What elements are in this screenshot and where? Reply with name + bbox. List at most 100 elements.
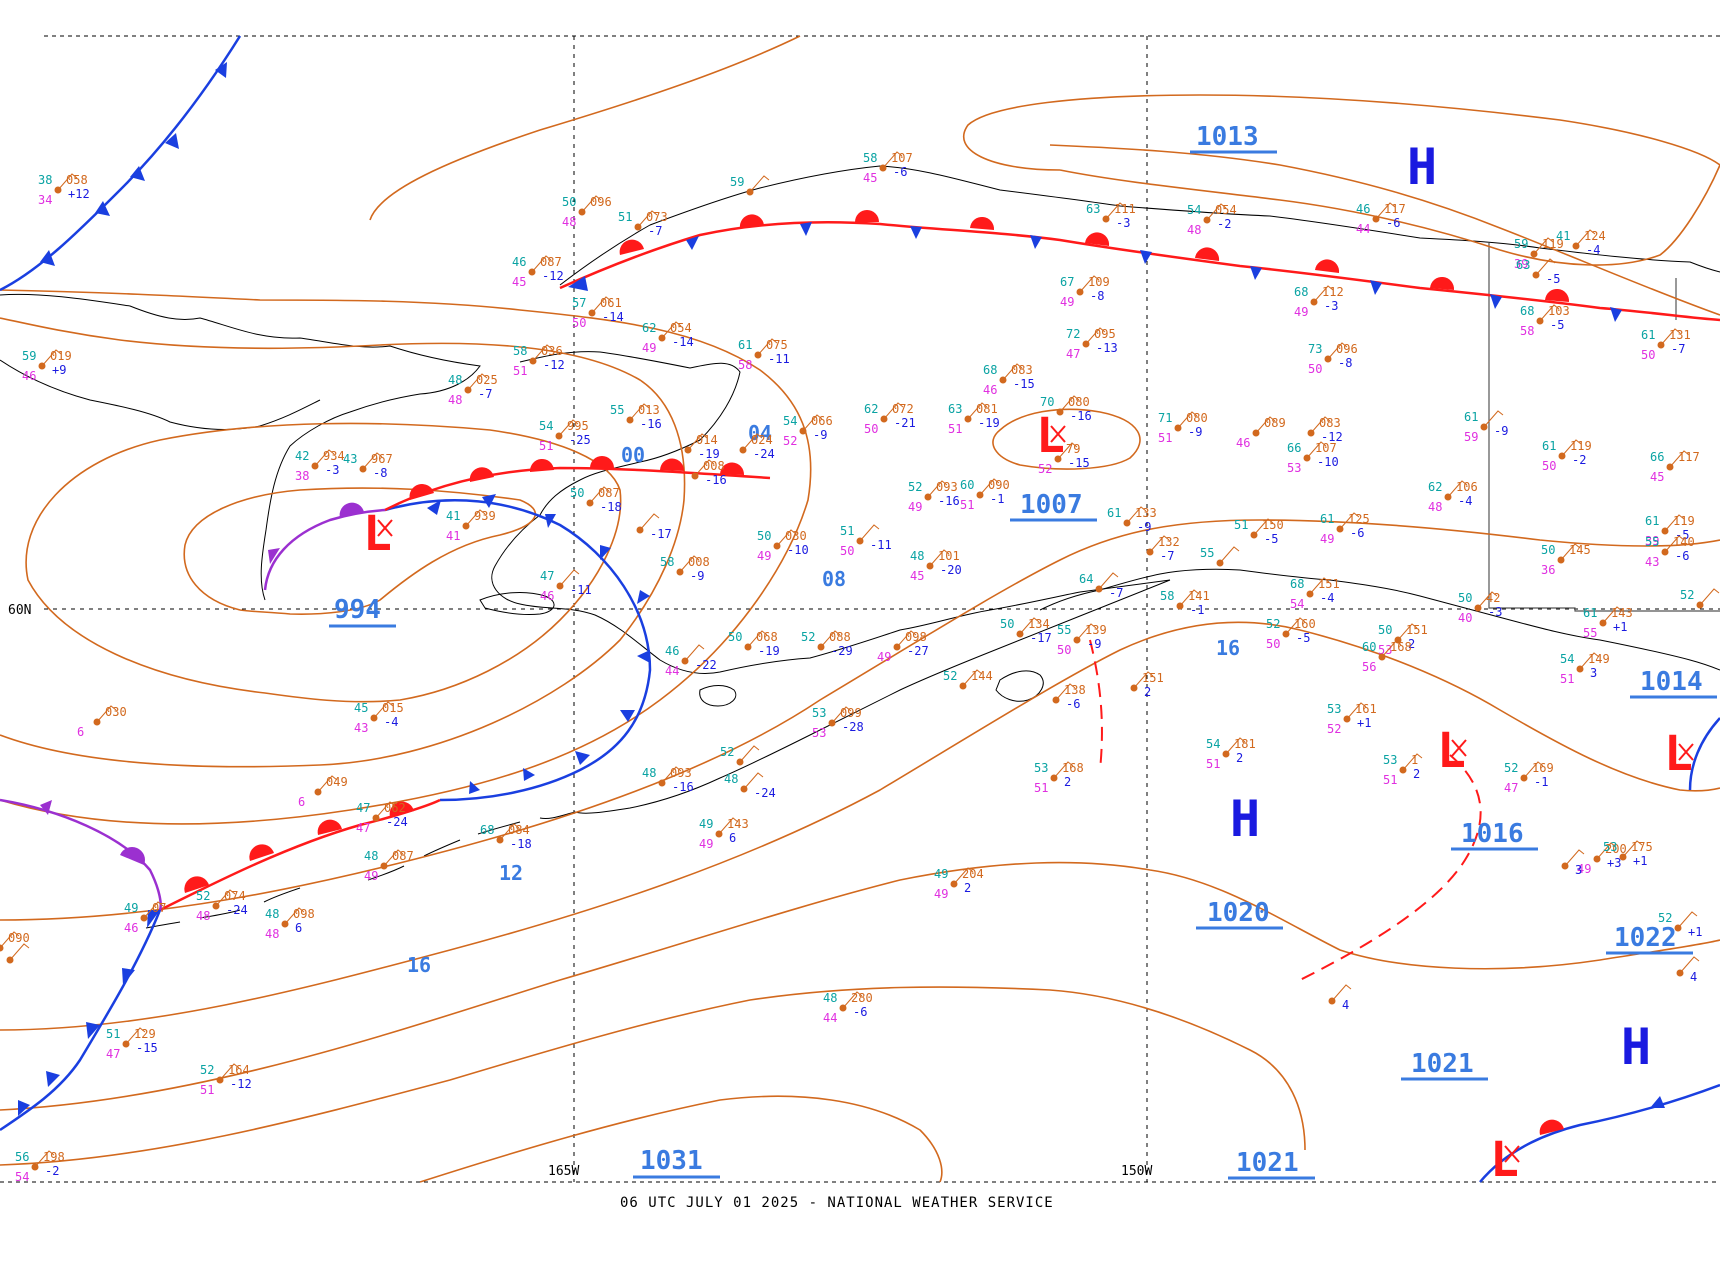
station-tendency: -13 bbox=[1096, 341, 1118, 355]
station-temperature: 55 bbox=[1200, 546, 1214, 560]
station-pressure: 131 bbox=[1669, 328, 1691, 342]
station-pressure: 096 bbox=[1336, 342, 1358, 356]
isobar-label-1013: 1013 bbox=[1196, 122, 1259, 152]
station-temperature: 51 bbox=[618, 210, 632, 224]
station-pressure: 054 bbox=[670, 321, 692, 335]
station-plot: 54 181 51 2 bbox=[1206, 737, 1256, 771]
warm-front-south bbox=[159, 798, 441, 912]
station-tendency: -9 bbox=[813, 428, 827, 442]
station-tendency: -7 bbox=[478, 387, 492, 401]
station-plot: 53 175+1 bbox=[1603, 840, 1653, 868]
station-pressure: 093 bbox=[936, 480, 958, 494]
station-dewpoint: 48 bbox=[1187, 223, 1201, 237]
station-plot: 52 bbox=[1680, 588, 1720, 609]
station-pressure: 151 bbox=[1142, 671, 1164, 685]
wind-barb bbox=[1602, 606, 1623, 624]
station-plot: 50 096 48 bbox=[562, 195, 612, 229]
station-plot: 55 140 43 -6 bbox=[1645, 535, 1695, 569]
station-plot: 53 168 51 2 bbox=[1034, 761, 1084, 795]
station-temperature: 54 bbox=[783, 414, 797, 428]
station-dewpoint: 51 bbox=[960, 498, 974, 512]
station-dewpoint: 36 bbox=[1541, 563, 1555, 577]
station-temperature: 61 bbox=[1464, 410, 1478, 424]
station-plot: 52 169 47 -1 bbox=[1504, 761, 1554, 795]
station-pressure: 145 bbox=[1569, 543, 1591, 557]
wind-barb bbox=[373, 701, 394, 719]
isobar-label-1031: 1031 bbox=[640, 1146, 703, 1176]
station-dewpoint: 51 bbox=[539, 439, 553, 453]
station-dewpoint: 49 bbox=[1294, 305, 1308, 319]
wind-barb bbox=[1313, 285, 1334, 303]
station-tendency: +9 bbox=[52, 363, 66, 377]
wind-barb bbox=[749, 175, 770, 193]
station-tendency: +1 bbox=[1633, 854, 1647, 868]
station-plot: 55 bbox=[1200, 546, 1240, 567]
station-tendency: 6 bbox=[729, 831, 736, 845]
station-dewpoint: 51 bbox=[513, 364, 527, 378]
low-center-3: L bbox=[1437, 723, 1467, 779]
station-pressure: 149 bbox=[1588, 652, 1610, 666]
station-temperature: 58 bbox=[660, 555, 674, 569]
station-temperature: 41 bbox=[446, 509, 460, 523]
station-temperature: 59 bbox=[22, 349, 36, 363]
station-temperature: 66 bbox=[1287, 441, 1301, 455]
warm-front-pips bbox=[184, 210, 1570, 1135]
station-tendency: -2 bbox=[1572, 453, 1586, 467]
station-plot: 014-19 bbox=[684, 433, 720, 461]
wind-barb bbox=[1310, 416, 1331, 434]
station-tendency: -18 bbox=[600, 500, 622, 514]
station-temperature: 52 bbox=[1680, 588, 1694, 602]
station-tendency: +1 bbox=[1357, 716, 1371, 730]
station-dewpoint: 51 bbox=[1383, 773, 1397, 787]
station-tendency: -11 bbox=[768, 352, 790, 366]
wind-barb bbox=[1126, 506, 1147, 524]
wind-barb bbox=[589, 486, 610, 504]
station-pressure: 119 bbox=[1570, 439, 1592, 453]
wind-barb bbox=[1057, 442, 1078, 460]
station-pressure: 030 bbox=[785, 529, 807, 543]
wind-barb bbox=[1339, 512, 1360, 530]
station-pressure: 129 bbox=[134, 1027, 156, 1041]
station-tendency: 4 bbox=[1690, 970, 1697, 984]
station-plot: 4 bbox=[1328, 984, 1352, 1012]
station-temperature: 62 bbox=[864, 402, 878, 416]
isobar-1008 bbox=[0, 289, 812, 825]
station-dewpoint: 45 bbox=[863, 171, 877, 185]
station-pressure: 008 bbox=[688, 555, 710, 569]
station-pressure: 133 bbox=[1135, 506, 1157, 520]
wind-barb bbox=[1346, 702, 1367, 720]
station-tendency: -17 bbox=[650, 527, 672, 541]
station-tendency: -7 bbox=[1109, 586, 1123, 600]
station-plot: 68 112 49 -3 bbox=[1294, 285, 1344, 319]
station-pressure: 198 bbox=[43, 1150, 65, 1164]
wind-barb bbox=[143, 901, 164, 919]
station-pressure: 024 bbox=[751, 433, 773, 447]
station-temperature: 55 bbox=[1645, 535, 1659, 549]
station-pressure: 151 bbox=[1318, 577, 1340, 591]
station-plot: 63 081 51 -19 bbox=[948, 402, 1000, 436]
station-tendency: -3 bbox=[1116, 216, 1130, 230]
station-plot: 47 062 47 -24 bbox=[356, 801, 408, 835]
station-plot: 55 013-16 bbox=[610, 403, 662, 431]
station-tendency: -8 bbox=[373, 466, 387, 480]
station-pressure: 200 bbox=[1605, 842, 1627, 856]
station-pressure: 161 bbox=[1355, 702, 1377, 716]
station-plot: 48 087 49 bbox=[364, 849, 414, 883]
aleutian-chain-1 bbox=[367, 811, 576, 881]
station-dewpoint: 49 bbox=[364, 869, 378, 883]
station-dewpoint: 49 bbox=[934, 887, 948, 901]
station-plot: 41 124-4 bbox=[1556, 229, 1606, 257]
station-dewpoint: 50 bbox=[864, 422, 878, 436]
station-tendency: -1 bbox=[990, 492, 1004, 506]
station-dewpoint: 43 bbox=[354, 721, 368, 735]
station-tendency: -6 bbox=[1066, 697, 1080, 711]
wind-barb bbox=[962, 669, 983, 687]
isobar-1004 bbox=[0, 317, 686, 768]
station-plot: 58 141-1 bbox=[1160, 589, 1210, 617]
wind-barb bbox=[1098, 572, 1119, 590]
isobar-label-04: 04 bbox=[748, 421, 772, 445]
station-pressure: 168 bbox=[1390, 640, 1412, 654]
station-tendency: -6 bbox=[1386, 216, 1400, 230]
station-plot: 52 bbox=[720, 745, 760, 766]
